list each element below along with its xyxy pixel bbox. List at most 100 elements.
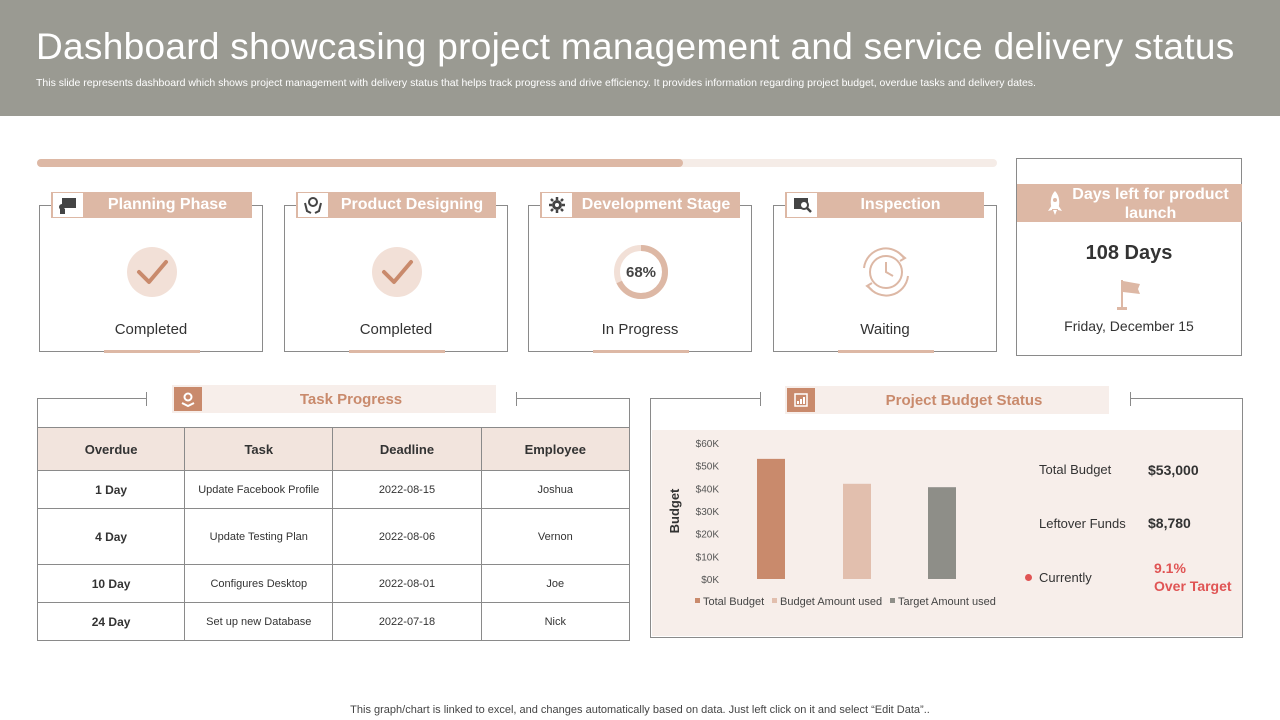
clock-cycle-icon <box>858 244 914 300</box>
over-target-label: Over Target <box>1154 578 1232 594</box>
frame-tick <box>760 392 761 406</box>
launch-tab: Days left for product launch <box>1017 184 1242 222</box>
legend-swatch <box>695 598 700 603</box>
phase-card-development[interactable]: 68% In Progress <box>528 205 752 353</box>
phase-status: Waiting <box>860 321 910 338</box>
launch-countdown-card <box>1016 158 1242 356</box>
table-row: 1 Day Update Facebook Profile 2022-08-15… <box>36 470 631 509</box>
legend-label: Target Amount used <box>898 596 996 608</box>
budget-title: Project Budget Status <box>885 392 1043 409</box>
magnifier-icon <box>787 193 817 217</box>
frame-tick <box>1130 392 1131 406</box>
progress-donut: 68% <box>613 244 669 300</box>
leftover-funds-value: $8,780 <box>1148 515 1191 531</box>
launch-date: Friday, December 15 <box>1064 318 1194 334</box>
check-icon <box>369 244 425 300</box>
task-cell: Update Testing Plan <box>184 508 334 565</box>
budget-bar-chart: Budget $0K $10K $20K $30K $40K $50K $60K Total B… <box>667 439 996 608</box>
column-header: Employee <box>480 427 631 471</box>
employee-cell: Nick <box>480 602 631 641</box>
task-cell: Configures Desktop <box>184 564 334 603</box>
bar-budget-amount-used <box>843 483 871 579</box>
task-table: Overdue Task Deadline Employee 1 Day Upd… <box>36 427 631 641</box>
table-row: 4 Day Update Testing Plan 2022-08-06 Ver… <box>36 508 631 565</box>
y-tick-label: $0K <box>701 575 719 586</box>
budget-header: Project Budget Status <box>785 386 1109 414</box>
table-row: 24 Day Set up new Database 2022-07-18 Ni… <box>36 602 631 641</box>
overdue-cell: 1 Day <box>36 470 186 509</box>
overall-progress-bar <box>37 159 997 167</box>
bar-total-budget <box>757 458 785 579</box>
column-header: Task <box>184 427 334 471</box>
y-axis-title: Budget <box>667 488 682 533</box>
phase-status: Completed <box>359 321 433 338</box>
page-title: Dashboard showcasing project management … <box>36 26 1235 67</box>
task-progress-title: Task Progress <box>299 391 403 408</box>
phase-label: Planning Phase <box>107 196 228 213</box>
task-progress-header: Task Progress <box>172 385 496 413</box>
card-underline <box>838 350 934 353</box>
phase-card-inspection[interactable]: Waiting <box>773 205 997 353</box>
card-underline <box>593 350 689 353</box>
currently-label: Currently <box>1039 570 1092 585</box>
table-header-row: Overdue Task Deadline Employee <box>36 427 631 471</box>
frame-tick <box>146 392 147 406</box>
card-underline <box>104 350 200 353</box>
total-budget-value: $53,000 <box>1148 462 1199 478</box>
days-left-value: 108 Days <box>1085 242 1173 264</box>
overdue-cell: 10 Day <box>36 564 186 603</box>
employee-cell: Joshua <box>480 470 631 509</box>
check-icon <box>124 244 180 300</box>
task-cell: Set up new Database <box>184 602 334 641</box>
footer-note: This graph/chart is linked to excel, and… <box>350 704 930 716</box>
legend-label: Budget Amount used <box>780 596 882 608</box>
page-subtitle: This slide represents dashboard which sh… <box>36 77 1036 89</box>
y-tick-label: $20K <box>696 530 720 541</box>
gear-hand-icon <box>174 387 202 411</box>
column-header: Deadline <box>332 427 482 471</box>
phase-tab-inspection: Inspection <box>785 192 984 218</box>
legend-swatch <box>890 598 895 603</box>
deadline-cell: 2022-07-18 <box>332 602 482 641</box>
phase-tab-designing: Product Designing <box>296 192 496 218</box>
column-header: Overdue <box>36 427 186 471</box>
y-tick-label: $10K <box>696 552 720 563</box>
legend-swatch <box>772 598 777 603</box>
alert-dot <box>1025 574 1032 581</box>
frame-tick <box>516 392 517 406</box>
leftover-funds-label: Leftover Funds <box>1039 516 1126 531</box>
over-target-percent: 9.1% <box>1154 560 1186 576</box>
bar-target-amount-used <box>928 487 956 579</box>
header-banner: Dashboard showcasing project management … <box>0 0 1280 116</box>
flag-icon <box>1114 276 1146 312</box>
phase-card-planning[interactable]: Completed <box>39 205 263 353</box>
hands-gear-icon <box>298 193 328 217</box>
card-underline <box>349 350 445 353</box>
overdue-cell: 4 Day <box>36 508 186 565</box>
phase-label: Development Stage <box>581 196 731 213</box>
overdue-cell: 24 Day <box>36 602 186 641</box>
phase-card-designing[interactable]: Completed <box>284 205 508 353</box>
y-tick-label: $50K <box>696 462 720 473</box>
budget-report-icon <box>787 388 815 412</box>
y-tick-label: $30K <box>696 507 720 518</box>
phase-tab-development: Development Stage <box>540 192 740 218</box>
phase-status: Completed <box>114 321 188 338</box>
phase-label: Product Designing <box>340 196 484 213</box>
total-budget-label: Total Budget <box>1039 462 1112 477</box>
employee-cell: Vernon <box>480 508 631 565</box>
y-tick-label: $40K <box>696 484 720 495</box>
donut-percent: 68% <box>626 264 656 281</box>
launch-title: Days left for product launch <box>1072 186 1229 222</box>
phase-tab-planning: Planning Phase <box>51 192 252 218</box>
deadline-cell: 2022-08-15 <box>332 470 482 509</box>
legend-label: Total Budget <box>703 596 764 608</box>
presentation-icon <box>53 193 83 217</box>
table-row: 10 Day Configures Desktop 2022-08-01 Joe <box>36 564 631 603</box>
employee-cell: Joe <box>480 564 631 603</box>
y-tick-label: $60K <box>696 439 720 450</box>
phase-status: In Progress <box>601 321 679 338</box>
rocket-icon <box>1043 189 1067 217</box>
deadline-cell: 2022-08-01 <box>332 564 482 603</box>
task-cell: Update Facebook Profile <box>184 470 334 509</box>
